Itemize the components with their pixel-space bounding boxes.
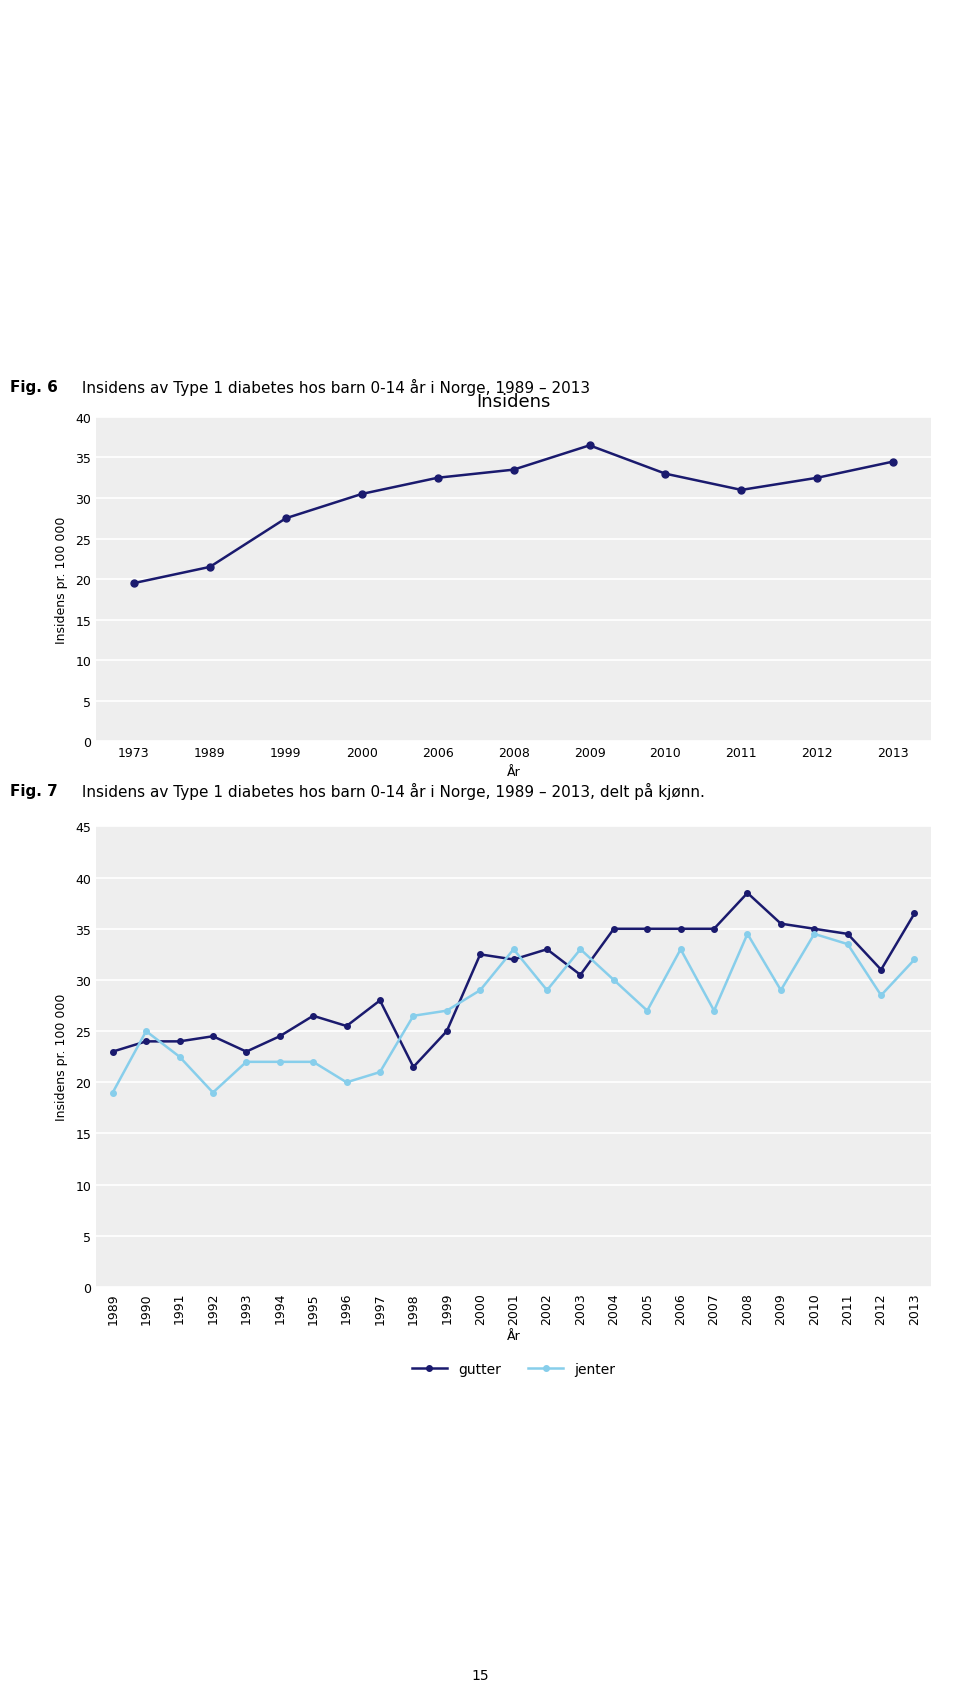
jenter: [742, 924, 754, 945]
Line: jenter: jenter: [110, 931, 917, 1096]
gutter: [575, 965, 587, 985]
Text: Fig. 6: Fig. 6: [10, 380, 58, 394]
gutter: [341, 1016, 352, 1037]
jenter: [708, 1001, 720, 1021]
jenter: [374, 1062, 386, 1083]
Legend: gutter, jenter: gutter, jenter: [406, 1357, 621, 1381]
gutter: [842, 924, 853, 945]
jenter: [174, 1047, 185, 1067]
jenter: [408, 1006, 420, 1026]
jenter: [876, 985, 887, 1006]
gutter: [474, 945, 486, 965]
gutter: [641, 919, 653, 939]
gutter: [408, 1057, 420, 1078]
jenter: [508, 939, 519, 960]
X-axis label: År: År: [507, 766, 520, 777]
gutter: [274, 1026, 285, 1047]
Text: 15: 15: [471, 1667, 489, 1683]
gutter: [909, 904, 921, 924]
jenter: [808, 924, 820, 945]
jenter: [207, 1083, 219, 1103]
jenter: [575, 939, 587, 960]
jenter: [641, 1001, 653, 1021]
X-axis label: År: År: [507, 1330, 520, 1342]
gutter: [508, 950, 519, 970]
jenter: [541, 980, 553, 1001]
gutter: [675, 919, 686, 939]
gutter: [307, 1006, 319, 1026]
jenter: [241, 1052, 252, 1072]
Y-axis label: Insidens pr. 100 000: Insidens pr. 100 000: [56, 994, 68, 1120]
gutter: [742, 883, 754, 904]
jenter: [775, 980, 786, 1001]
Y-axis label: Insidens pr. 100 000: Insidens pr. 100 000: [56, 517, 68, 643]
gutter: [374, 991, 386, 1011]
jenter: [474, 980, 486, 1001]
jenter: [441, 1001, 452, 1021]
gutter: [708, 919, 720, 939]
Text: Insidens av Type 1 diabetes hos barn 0-14 år i Norge, 1989 – 2013, delt på kjønn: Insidens av Type 1 diabetes hos barn 0-1…: [77, 783, 705, 800]
jenter: [608, 970, 619, 991]
gutter: [876, 960, 887, 980]
jenter: [909, 950, 921, 970]
gutter: [241, 1042, 252, 1062]
jenter: [274, 1052, 285, 1072]
gutter: [207, 1026, 219, 1047]
gutter: [808, 919, 820, 939]
gutter: [140, 1032, 152, 1052]
gutter: [608, 919, 619, 939]
jenter: [307, 1052, 319, 1072]
jenter: [107, 1083, 118, 1103]
Title: Insidens: Insidens: [476, 392, 551, 411]
gutter: [107, 1042, 118, 1062]
jenter: [140, 1021, 152, 1042]
gutter: [174, 1032, 185, 1052]
jenter: [675, 939, 686, 960]
gutter: [541, 939, 553, 960]
jenter: [341, 1072, 352, 1093]
Text: Fig. 7: Fig. 7: [10, 784, 58, 798]
Line: gutter: gutter: [110, 890, 917, 1071]
gutter: [441, 1021, 452, 1042]
jenter: [842, 934, 853, 955]
gutter: [775, 914, 786, 934]
Text: Insidens av Type 1 diabetes hos barn 0-14 år i Norge, 1989 – 2013: Insidens av Type 1 diabetes hos barn 0-1…: [77, 379, 589, 396]
